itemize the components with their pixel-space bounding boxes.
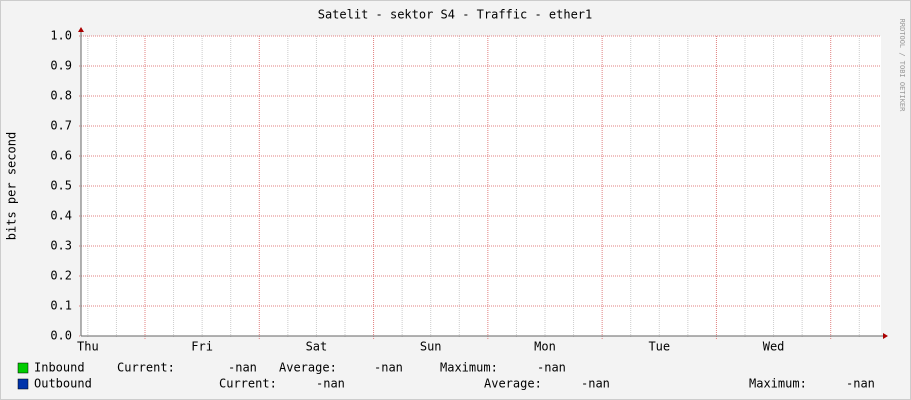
x-tick-label: Mon bbox=[534, 340, 556, 354]
y-tick-label: 0.6 bbox=[50, 149, 72, 163]
y-tick-label: 1.0 bbox=[50, 29, 72, 43]
y-axis-label: bits per second bbox=[5, 132, 19, 240]
watermark: RRDTOOL / TOBI OETIKER bbox=[898, 19, 906, 113]
x-tick-label: Thu bbox=[77, 340, 99, 354]
x-axis-arrow bbox=[883, 333, 888, 339]
y-axis-arrow bbox=[78, 27, 84, 32]
x-tick-label: Sun bbox=[420, 340, 442, 354]
x-tick-label: Tue bbox=[648, 340, 670, 354]
legend-stat-label: Average: bbox=[484, 377, 542, 391]
legend-stat-label: Current: bbox=[117, 361, 175, 375]
legend-stat-label: Average: bbox=[279, 361, 337, 375]
y-tick-label: 0.8 bbox=[50, 89, 72, 103]
legend-swatch bbox=[17, 362, 29, 374]
legend-stat-value: -nan bbox=[537, 361, 566, 375]
y-tick-label: 0.7 bbox=[50, 119, 72, 133]
y-tick-label: 0.4 bbox=[50, 209, 72, 223]
x-tick-label: Wed bbox=[763, 340, 785, 354]
y-tick-label: 0.9 bbox=[50, 59, 72, 73]
y-tick-label: 0.1 bbox=[50, 299, 72, 313]
legend-stat-value: -nan bbox=[374, 361, 403, 375]
y-tick-label: 0.0 bbox=[50, 329, 72, 343]
y-tick-label: 0.5 bbox=[50, 179, 72, 193]
legend-stat-value: -nan bbox=[846, 377, 875, 391]
legend-swatch bbox=[17, 378, 29, 390]
legend-stat-value: -nan bbox=[316, 377, 345, 391]
legend-label: Outbound bbox=[34, 377, 92, 391]
legend-stat-label: Current: bbox=[219, 377, 277, 391]
chart-title: Satelit - sektor S4 - Traffic - ether1 bbox=[318, 8, 593, 22]
legend-stat-value: -nan bbox=[228, 361, 257, 375]
x-tick-label: Sat bbox=[306, 340, 328, 354]
legend-stat-label: Maximum: bbox=[749, 377, 807, 391]
y-tick-label: 0.2 bbox=[50, 269, 72, 283]
legend-stat-label: Maximum: bbox=[440, 361, 498, 375]
y-tick-label: 0.3 bbox=[50, 239, 72, 253]
legend-stat-value: -nan bbox=[581, 377, 610, 391]
x-tick-label: Fri bbox=[191, 340, 213, 354]
legend-label: Inbound bbox=[34, 361, 85, 375]
